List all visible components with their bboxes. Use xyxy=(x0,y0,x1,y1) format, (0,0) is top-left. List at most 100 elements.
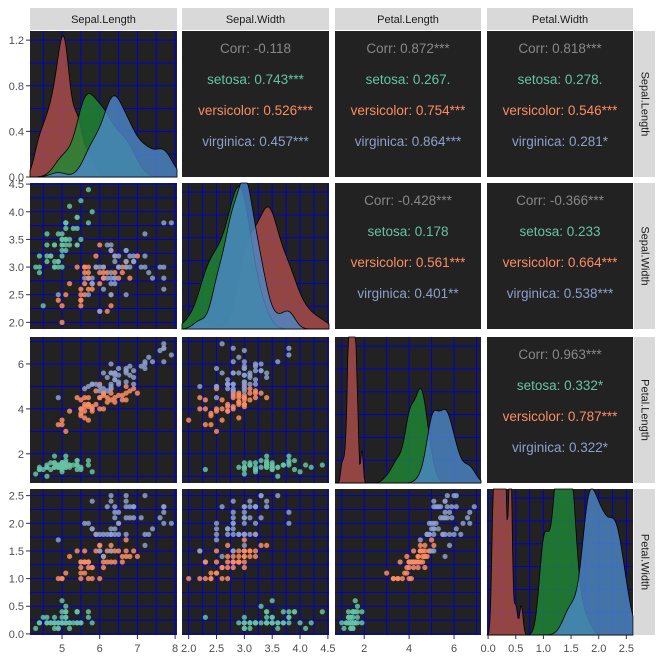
point-virginica xyxy=(219,370,225,376)
y-tick-label: 0.0 xyxy=(9,629,24,641)
point-virginica xyxy=(241,388,247,394)
point-virginica xyxy=(467,509,473,515)
point-setosa xyxy=(280,609,286,615)
point-setosa xyxy=(78,236,84,243)
density-virginica xyxy=(487,488,634,636)
point-virginica xyxy=(286,345,292,351)
point-versicolor xyxy=(202,397,208,403)
point-versicolor xyxy=(417,542,423,549)
point-virginica xyxy=(247,498,253,504)
point-versicolor xyxy=(408,559,414,565)
point-virginica xyxy=(197,548,203,554)
point-virginica xyxy=(108,383,114,390)
point-versicolor xyxy=(82,281,88,287)
corr-label-virginica: virginica: 0.322* xyxy=(512,440,609,455)
point-versicolor xyxy=(123,390,129,396)
point-virginica xyxy=(161,509,167,515)
point-virginica xyxy=(97,264,103,270)
point-virginica xyxy=(108,526,114,532)
point-versicolor xyxy=(104,308,110,314)
point-versicolor xyxy=(123,537,129,543)
point-virginica xyxy=(275,493,281,499)
point-virginica xyxy=(127,372,133,378)
point-setosa xyxy=(63,614,69,620)
point-versicolor xyxy=(89,575,95,582)
point-virginica xyxy=(108,498,114,504)
point-setosa xyxy=(241,625,247,631)
point-virginica xyxy=(225,526,231,532)
point-virginica xyxy=(428,526,435,532)
point-virginica xyxy=(230,520,236,526)
point-virginica xyxy=(431,531,437,537)
point-virginica xyxy=(131,253,137,259)
point-virginica xyxy=(112,509,118,515)
point-versicolor xyxy=(241,401,247,407)
point-setosa xyxy=(89,209,95,215)
density-virginica xyxy=(335,408,482,484)
point-setosa xyxy=(258,464,264,470)
row-strip-petal-length xyxy=(634,337,655,483)
point-setosa xyxy=(36,466,43,473)
point-setosa xyxy=(51,242,58,248)
point-virginica xyxy=(241,531,247,537)
point-virginica xyxy=(149,275,156,281)
point-setosa xyxy=(359,609,365,615)
point-versicolor xyxy=(104,399,110,405)
point-setosa xyxy=(55,464,61,470)
point-versicolor xyxy=(85,575,92,582)
point-virginica xyxy=(142,531,148,537)
point-virginica xyxy=(157,264,163,270)
point-versicolor xyxy=(225,553,231,560)
point-versicolor xyxy=(236,548,242,554)
point-versicolor xyxy=(208,575,214,582)
point-versicolor xyxy=(230,553,236,560)
point-virginica xyxy=(93,264,99,270)
point-virginica xyxy=(100,553,107,560)
point-versicolor xyxy=(89,406,95,412)
point-virginica xyxy=(157,347,163,354)
corr-label-setosa: setosa: 0.278. xyxy=(518,72,603,87)
point-versicolor xyxy=(59,319,65,325)
corr-label-setosa: setosa: 0.233 xyxy=(519,224,600,239)
point-versicolor xyxy=(100,275,107,281)
point-virginica xyxy=(213,537,220,543)
point-virginica xyxy=(247,381,253,387)
point-setosa xyxy=(59,464,65,470)
point-versicolor xyxy=(100,564,107,571)
point-setosa xyxy=(247,462,253,468)
y-tick-label: 0.0 xyxy=(9,172,24,184)
point-versicolor xyxy=(241,548,247,554)
point-virginica xyxy=(123,531,129,537)
point-setosa xyxy=(85,220,92,226)
point-setosa xyxy=(40,466,46,473)
point-virginica xyxy=(115,509,122,515)
point-setosa xyxy=(275,620,281,626)
point-virginica xyxy=(161,504,167,510)
point-virginica xyxy=(467,520,473,526)
point-setosa xyxy=(63,236,69,243)
point-versicolor xyxy=(82,548,88,554)
point-virginica xyxy=(453,493,459,499)
point-versicolor xyxy=(112,548,118,554)
point-setosa xyxy=(269,620,275,626)
point-setosa xyxy=(291,466,298,473)
panel-petal-width-sepal-length xyxy=(30,489,177,635)
point-virginica xyxy=(446,531,453,537)
point-virginica xyxy=(123,498,129,504)
corr-label-virginica: virginica: 0.538*** xyxy=(507,286,614,301)
point-virginica xyxy=(131,374,137,381)
point-versicolor xyxy=(134,253,141,259)
point-virginica xyxy=(123,264,129,270)
point-virginica xyxy=(213,395,220,401)
point-virginica xyxy=(264,504,270,510)
point-setosa xyxy=(74,609,80,615)
point-setosa xyxy=(63,225,69,231)
x-tick-label: 5 xyxy=(59,643,65,655)
point-versicolor xyxy=(104,548,110,554)
point-versicolor xyxy=(258,542,264,549)
y-tick-label: 4.0 xyxy=(9,207,24,219)
point-virginica xyxy=(424,531,430,537)
point-virginica xyxy=(437,504,444,510)
panel-petal-width-petal-length xyxy=(335,489,481,635)
point-setosa xyxy=(70,225,76,231)
